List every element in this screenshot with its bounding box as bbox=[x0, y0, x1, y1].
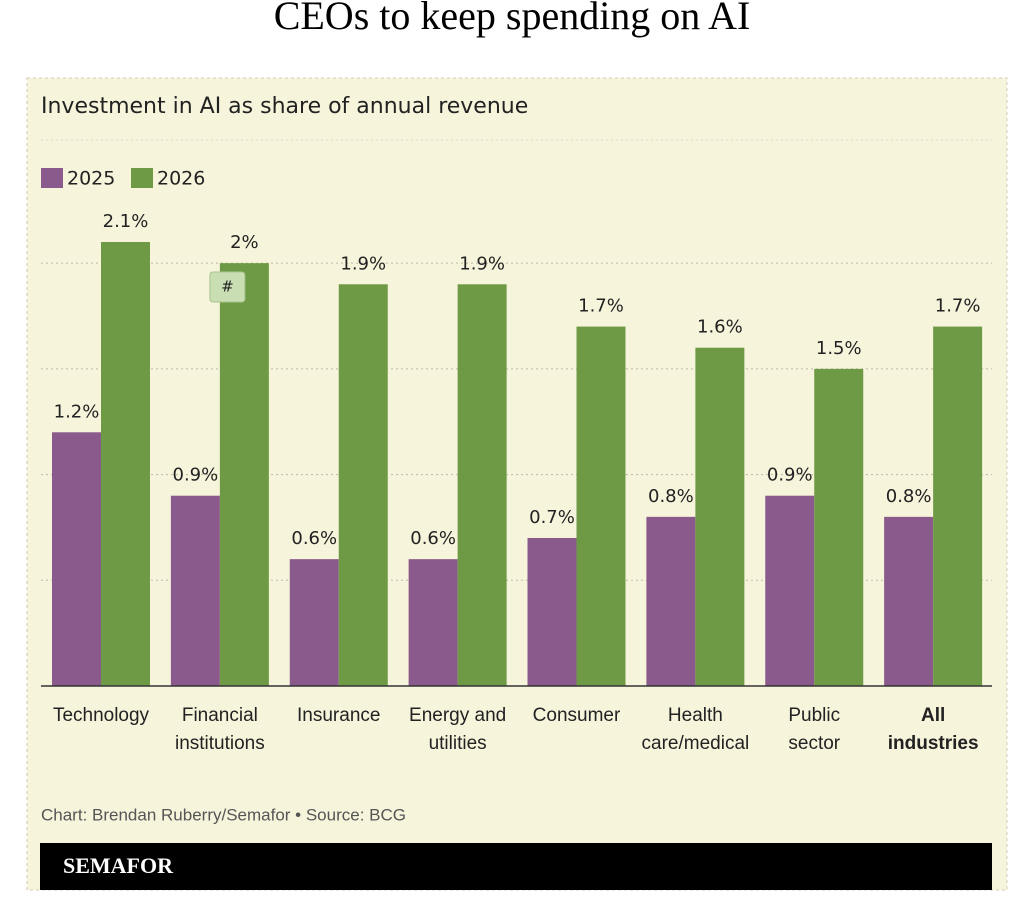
value-label: 2% bbox=[230, 232, 259, 253]
bar bbox=[289, 559, 339, 686]
value-label: 0.6% bbox=[291, 528, 337, 549]
brand: SEMAFOR bbox=[63, 853, 174, 878]
chart-title: CEOs to keep spending on AI bbox=[274, 0, 751, 38]
value-label: 1.9% bbox=[340, 253, 386, 274]
value-label: 2.1% bbox=[103, 211, 149, 232]
value-label: 0.9% bbox=[767, 465, 813, 486]
bar bbox=[52, 432, 101, 686]
bar bbox=[884, 516, 934, 686]
bar bbox=[765, 495, 815, 686]
bar bbox=[408, 559, 458, 686]
value-label: 1.2% bbox=[54, 401, 100, 422]
chart-subtitle: Investment in AI as share of annual reve… bbox=[41, 94, 528, 119]
value-label: 0.8% bbox=[648, 486, 694, 507]
value-label: 0.7% bbox=[529, 507, 575, 528]
value-label: 0.8% bbox=[886, 486, 932, 507]
value-label: 0.6% bbox=[410, 528, 456, 549]
bar bbox=[457, 284, 507, 686]
legend-swatch bbox=[131, 168, 153, 188]
bar bbox=[814, 368, 864, 686]
bar bbox=[170, 495, 220, 686]
x-tick-label: Financial institutions bbox=[174, 705, 265, 754]
brand-bar bbox=[40, 843, 992, 890]
bar bbox=[101, 242, 150, 686]
bar bbox=[646, 516, 696, 686]
x-tick-label: Technology bbox=[52, 705, 150, 726]
x-tick-label: Consumer bbox=[532, 705, 621, 726]
value-label: 0.9% bbox=[173, 465, 219, 486]
value-label: 1.6% bbox=[697, 317, 743, 338]
x-tick-label: Public sector bbox=[788, 705, 841, 754]
bar bbox=[527, 538, 577, 686]
bar bbox=[219, 263, 269, 686]
badge: # bbox=[221, 278, 234, 296]
bar bbox=[695, 347, 745, 686]
source-note: Chart: Brendan Ruberry/Semafor • Source:… bbox=[41, 805, 406, 824]
value-label: 1.5% bbox=[816, 338, 862, 359]
x-tick-label: Energy and utilities bbox=[409, 705, 507, 754]
value-label: 1.7% bbox=[578, 296, 624, 317]
x-tick-label: Health care/medical bbox=[641, 705, 750, 754]
badge-box bbox=[209, 271, 246, 303]
x-tick-label: All industries bbox=[887, 705, 979, 754]
bar bbox=[933, 326, 983, 686]
x-tick-label: Insurance bbox=[297, 705, 381, 726]
bar bbox=[338, 284, 388, 686]
legend-label: 2026 bbox=[157, 168, 205, 190]
legend-swatch bbox=[41, 168, 63, 188]
legend-label: 2025 bbox=[67, 168, 115, 190]
value-label: 1.9% bbox=[459, 253, 505, 274]
value-label: 1.7% bbox=[935, 296, 981, 317]
bar bbox=[576, 326, 626, 686]
